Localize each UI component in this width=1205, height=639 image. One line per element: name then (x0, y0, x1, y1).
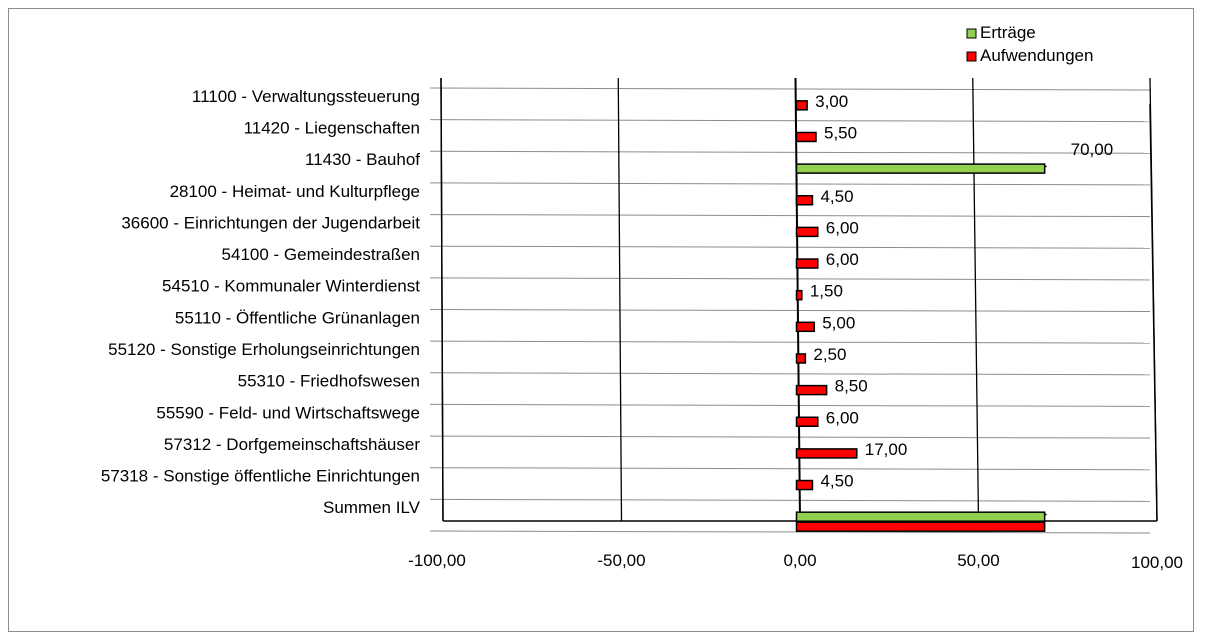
data-label-aufwendungen: 17,00 (865, 440, 908, 459)
data-label-aufwendungen: 2,50 (813, 345, 846, 364)
bar-aufwendungen (795, 131, 817, 143)
gridline-vertical (617, 77, 623, 522)
category-label: 11430 - Bauhof (305, 150, 420, 169)
category-label: Summen ILV (323, 498, 421, 517)
legend-label-ertraege: Erträge (980, 23, 1036, 42)
x-tick-label: -100,00 (408, 551, 466, 570)
bar-aufwendungen (795, 448, 858, 459)
gridline-horizontal (429, 403, 1151, 407)
gridline-horizontal (429, 309, 1151, 312)
plot-left-edge (440, 77, 444, 522)
bar-aufwendungen (795, 100, 808, 111)
category-label: 11420 - Liegenschaften (244, 118, 420, 137)
category-label: 55110 - Öffentliche Grünanlagen (175, 308, 420, 327)
gridline-horizontal (429, 467, 1151, 471)
legend-label-aufwendungen: Aufwendungen (980, 46, 1093, 65)
data-label-aufwendungen: 8,50 (835, 377, 868, 396)
data-label-ertraege: 70,00 (1071, 140, 1114, 159)
bar-aufwendungen (795, 195, 814, 206)
data-label-aufwendungen: 3,00 (815, 92, 848, 111)
gridline-horizontal (429, 119, 1151, 123)
legend-swatch-ertraege (966, 28, 977, 39)
bar-aufwendungen (795, 321, 815, 333)
bar-aufwendungen (795, 479, 814, 491)
category-label: 57318 - Sonstige öffentliche Einrichtung… (101, 467, 420, 486)
bar-aufwendungen (795, 258, 819, 269)
data-label-aufwendungen: 6,00 (826, 408, 859, 427)
gridline-horizontal (429, 372, 1151, 376)
x-tick-label: -50,00 (597, 551, 645, 570)
gridline-horizontal (429, 435, 1151, 439)
gridline-horizontal (429, 150, 1151, 154)
data-label-aufwendungen: 6,00 (826, 218, 859, 237)
gridline-horizontal (429, 530, 1151, 534)
gridline-horizontal (429, 498, 1151, 502)
bar-aufwendungen (795, 521, 1046, 532)
x-tick-label: 50,00 (957, 551, 1000, 570)
gridline-vertical (972, 77, 980, 522)
category-label: 36600 - Einrichtungen der Jugendarbeit (121, 213, 420, 232)
gridline-horizontal (429, 214, 1151, 218)
plot-right-edge (1149, 103, 1158, 522)
gridline-horizontal (429, 277, 1151, 281)
bar-aufwendungen (795, 416, 819, 427)
gridline-horizontal (429, 245, 1151, 249)
bar-aufwendungen (795, 289, 803, 301)
bar-ertraege-shadow (1044, 512, 1048, 516)
bar-aufwendungen (795, 384, 828, 396)
category-label: 28100 - Heimat- und Kulturpflege (170, 182, 420, 201)
gridline-horizontal (429, 340, 1151, 344)
bar-ertraege (795, 163, 1046, 174)
data-label-aufwendungen: 5,50 (824, 123, 857, 142)
category-label: 11100 - Verwaltungssteuerung (192, 87, 420, 106)
category-label: 55120 - Sonstige Erholungseinrichtungen (108, 340, 420, 359)
category-label: 55310 - Friedhofswesen (238, 372, 420, 391)
gridline-horizontal (429, 87, 1151, 91)
data-label-aufwendungen: 6,00 (826, 250, 859, 269)
data-label-aufwendungen: 4,50 (820, 187, 853, 206)
x-tick-label: 0,00 (783, 551, 816, 570)
data-label-aufwendungen: 5,00 (822, 313, 855, 332)
category-label: 54100 - Gemeindestraßen (222, 245, 420, 264)
bar-ertraege (795, 511, 1046, 522)
gridline-horizontal (429, 182, 1151, 186)
category-label: 54510 - Kommunaler Winterdienst (162, 277, 420, 296)
legend-swatch-aufwendungen (966, 51, 977, 62)
data-label-aufwendungen: 4,50 (820, 472, 853, 491)
data-label-aufwendungen: 1,50 (810, 282, 843, 301)
bar-ertraege-shadow (1044, 164, 1048, 168)
category-label: 55590 - Feld- und Wirtschaftswege (156, 403, 420, 422)
chart-frame (8, 8, 1194, 632)
x-tick-label: 100,00 (1131, 553, 1183, 572)
category-label: 57312 - Dorfgemeinschaftshäuser (164, 435, 420, 454)
bar-aufwendungen (795, 353, 807, 364)
bar-aufwendungen (795, 226, 819, 238)
